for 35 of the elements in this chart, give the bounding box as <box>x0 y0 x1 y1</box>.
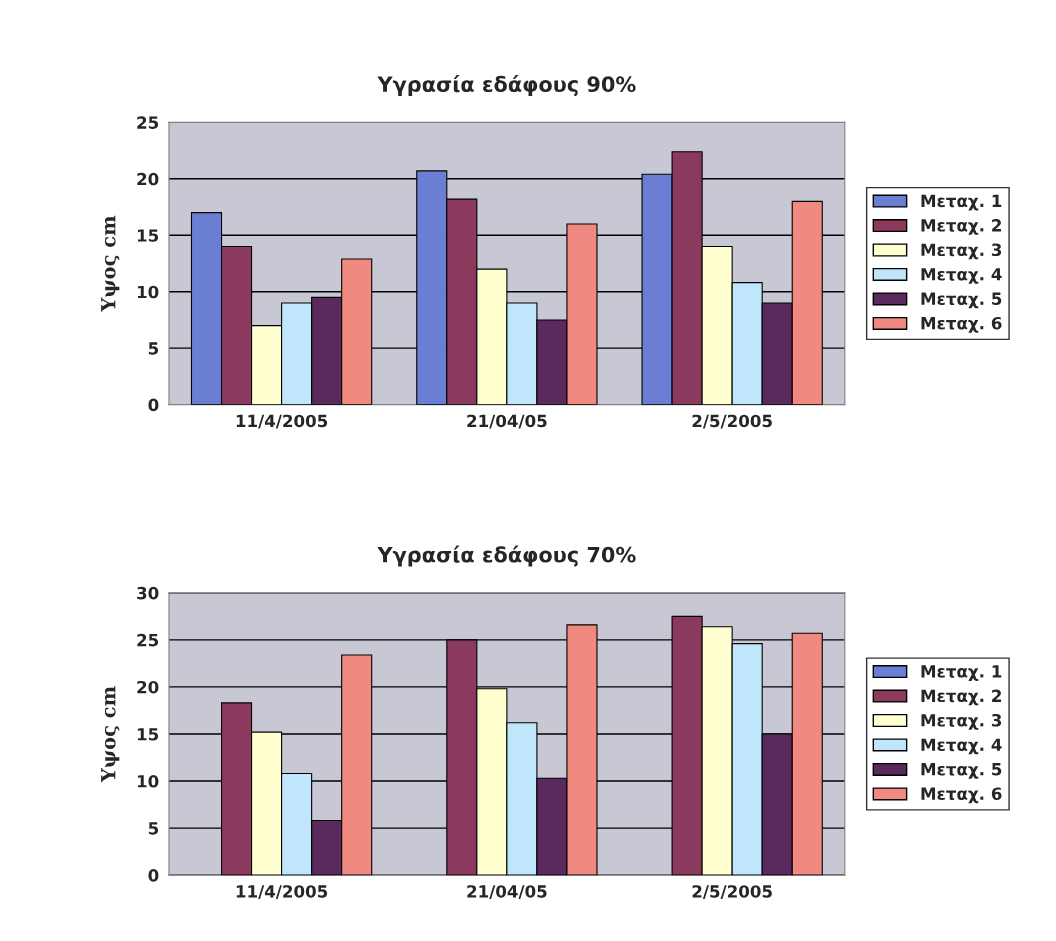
x-tick-label: 2/5/2005 <box>692 885 772 900</box>
y-tick-label: 10 <box>137 285 159 299</box>
y-tick-label: 15 <box>137 728 159 741</box>
y-tick-label: 5 <box>148 822 159 835</box>
x-tick-label: 11/4/2005 <box>236 885 328 900</box>
y-tick-label: 5 <box>148 342 159 355</box>
chart-title: Υγρασία εδάφους 70% <box>377 545 636 567</box>
y-tick-label: 10 <box>137 774 159 788</box>
y-axis-title: Υψος cm <box>101 686 120 783</box>
y-tick-label: 20 <box>137 172 159 186</box>
legend-label: Μεταχ. 6 <box>921 316 1002 333</box>
x-tick-label: 2/5/2005 <box>692 414 772 429</box>
y-tick-label: 15 <box>137 229 159 242</box>
legend-label: Μεταχ. 5 <box>921 292 1002 309</box>
y-tick-label: 25 <box>137 116 159 129</box>
legend-label: Μεταχ. 2 <box>921 219 1001 235</box>
legend-label: Μεταχ. 6 <box>921 787 1002 804</box>
legend-label: Μεταχ. 2 <box>921 689 1001 706</box>
x-tick-label: 21/04/05 <box>467 885 547 900</box>
legend-label: Μεταχ. 3 <box>921 713 1002 730</box>
legend-label: Μεταχ. 1 <box>921 194 1002 211</box>
y-tick-label: 20 <box>137 680 159 694</box>
legend-label: Μεταχ. 4 <box>921 268 1002 284</box>
y-tick-label: 30 <box>137 586 159 600</box>
legend-label: Μεταχ. 5 <box>921 763 1002 779</box>
y-tick-label: 0 <box>148 869 159 882</box>
y-axis-title: Υψος cm <box>101 215 120 312</box>
legend-label: Μεταχ. 1 <box>921 665 1002 681</box>
legend-label: Μεταχ. 4 <box>921 738 1002 755</box>
y-tick-label: 25 <box>137 633 159 647</box>
y-tick-label: 0 <box>148 398 159 412</box>
x-tick-label: 11/4/2005 <box>236 414 328 429</box>
x-tick-label: 21/04/05 <box>467 414 547 429</box>
chart-title: Υγρασία εδάφους 90% <box>377 75 636 97</box>
legend-label: Μεταχ. 3 <box>921 243 1002 260</box>
